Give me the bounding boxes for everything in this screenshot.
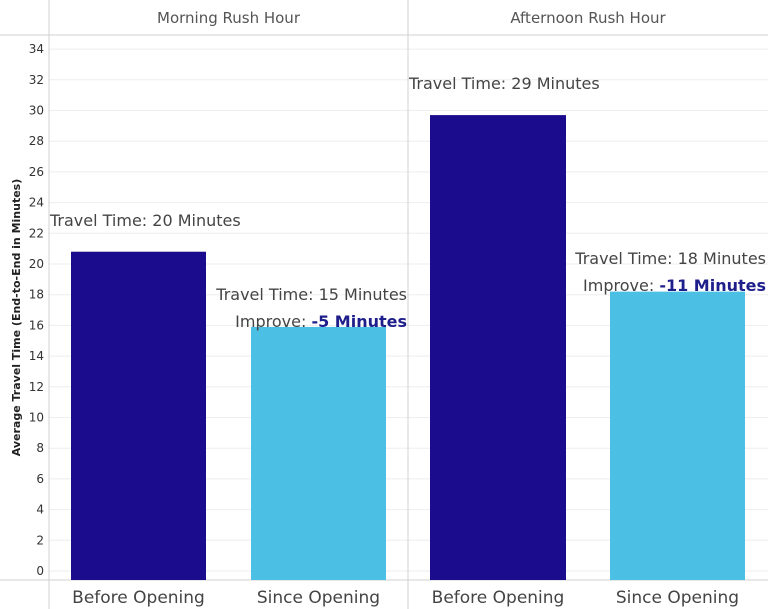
y-tick-label: 30	[29, 104, 44, 118]
y-tick-label: 12	[29, 380, 44, 394]
y-tick-label: 26	[29, 165, 44, 179]
y-axis-label: Average Travel Time (End-to-End in Minut…	[10, 179, 23, 457]
x-category-label: Before Opening	[432, 588, 565, 608]
bar	[610, 291, 745, 580]
x-category-label: Since Opening	[257, 588, 380, 608]
y-tick-label: 20	[29, 257, 44, 271]
travel-time-label: Travel Time: 29 Minutes	[408, 74, 600, 93]
y-tick-label: 18	[29, 288, 44, 302]
travel-time-label: Travel Time: 15 Minutes	[215, 285, 407, 304]
y-tick-label: 22	[29, 226, 44, 240]
improve-value: -11 Minutes	[659, 276, 766, 295]
y-tick-label: 4	[36, 503, 44, 517]
improve-value: -5 Minutes	[311, 312, 407, 331]
y-tick-label: 0	[36, 564, 44, 578]
y-tick-label: 28	[29, 134, 44, 148]
y-tick-label: 16	[29, 318, 44, 332]
bar	[251, 326, 386, 580]
improve-label-text: Improve:	[583, 276, 659, 295]
panel-title: Morning Rush Hour	[157, 9, 301, 27]
y-tick-label: 32	[29, 73, 44, 87]
travel-time-label: Travel Time: 20 Minutes	[49, 211, 241, 230]
x-category-label: Since Opening	[616, 588, 739, 608]
improve-label-text: Improve:	[235, 312, 311, 331]
y-tick-label: 10	[29, 411, 44, 425]
panel-title: Afternoon Rush Hour	[510, 9, 666, 27]
y-tick-label: 24	[29, 196, 44, 210]
y-tick-label: 34	[29, 42, 44, 56]
bar	[71, 251, 206, 580]
improve-label: Improve: -5 Minutes	[235, 312, 407, 331]
y-tick-label: 6	[36, 472, 44, 486]
bar	[430, 115, 566, 580]
y-tick-label: 14	[29, 349, 44, 363]
y-tick-label: 8	[36, 441, 44, 455]
travel-time-label: Travel Time: 18 Minutes	[574, 249, 766, 268]
panels: Morning Rush Hour Before Opening Travel Ti…	[49, 9, 766, 608]
y-tick-label: 2	[36, 533, 44, 547]
x-category-label: Before Opening	[72, 588, 205, 608]
improve-label: Improve: -11 Minutes	[583, 276, 766, 295]
